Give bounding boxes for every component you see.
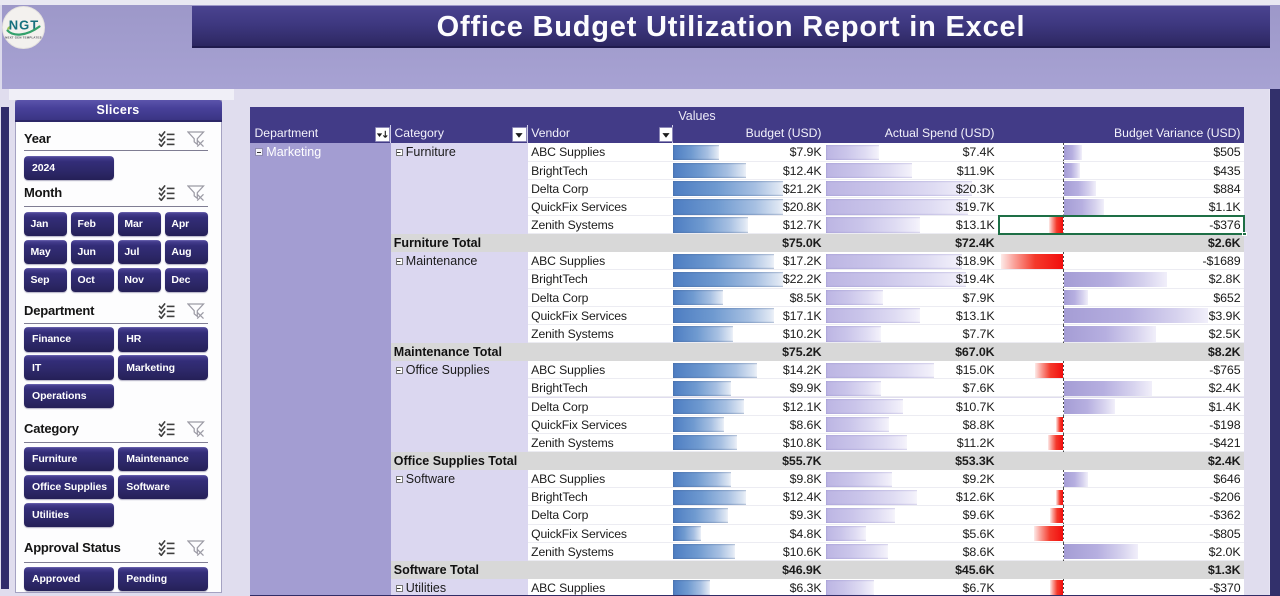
svg-text:NGT: NGT — [9, 18, 39, 33]
svg-text:NEXT GEN TEMPLATES: NEXT GEN TEMPLATES — [5, 36, 41, 40]
